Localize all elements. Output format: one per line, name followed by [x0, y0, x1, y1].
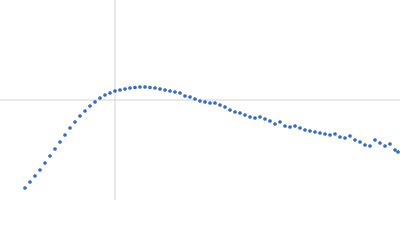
point: [258, 115, 262, 119]
point: [318, 131, 322, 135]
point: [373, 138, 377, 142]
point: [28, 180, 32, 184]
point: [228, 108, 232, 112]
point: [223, 105, 227, 109]
point: [263, 117, 267, 121]
point: [118, 88, 122, 92]
point: [63, 133, 67, 137]
point: [108, 91, 112, 95]
point: [253, 116, 257, 120]
point: [113, 89, 117, 93]
point: [88, 104, 92, 108]
point: [133, 85, 137, 90]
point: [38, 168, 42, 172]
point: [313, 130, 317, 134]
point: [383, 144, 387, 148]
point: [363, 143, 367, 147]
point: [33, 174, 37, 178]
point: [53, 147, 57, 151]
point: [158, 87, 162, 91]
point: [338, 135, 342, 139]
point: [303, 128, 307, 132]
point: [128, 86, 132, 90]
point: [68, 126, 72, 130]
point: [393, 148, 397, 152]
point: [93, 100, 97, 104]
point: [23, 186, 27, 190]
point: [343, 136, 347, 140]
point: [163, 88, 167, 92]
point: [203, 100, 207, 104]
point: [328, 133, 332, 137]
point: [183, 94, 187, 98]
chart: [0, 0, 400, 200]
point: [358, 140, 362, 144]
point: [333, 132, 337, 136]
point: [243, 113, 247, 117]
point: [43, 161, 47, 165]
point: [143, 85, 147, 89]
point: [83, 109, 87, 113]
point: [323, 132, 327, 136]
point: [298, 126, 302, 130]
point: [103, 93, 107, 97]
point: [218, 103, 222, 107]
point: [98, 96, 102, 100]
point: [178, 91, 182, 95]
point: [378, 141, 382, 145]
point: [348, 134, 352, 138]
point: [168, 89, 172, 93]
point: [148, 85, 152, 90]
point: [213, 101, 217, 105]
point: [388, 142, 392, 146]
point: [396, 150, 400, 154]
point: [73, 120, 77, 124]
point: [248, 115, 252, 119]
point: [48, 154, 52, 158]
point: [138, 85, 142, 89]
point: [123, 87, 127, 91]
point: [273, 122, 277, 126]
point: [188, 95, 192, 99]
point: [208, 101, 212, 105]
point: [153, 86, 157, 90]
point: [193, 97, 197, 101]
point: [283, 124, 287, 128]
point: [238, 111, 242, 115]
point: [198, 99, 202, 103]
point: [288, 125, 292, 129]
point: [233, 110, 237, 114]
point: [268, 119, 272, 123]
point: [353, 138, 357, 142]
point: [368, 144, 372, 148]
point: [278, 120, 282, 124]
point: [308, 129, 312, 133]
point: [58, 140, 62, 144]
point: [78, 114, 82, 118]
point: [293, 124, 297, 128]
point: [173, 90, 177, 94]
